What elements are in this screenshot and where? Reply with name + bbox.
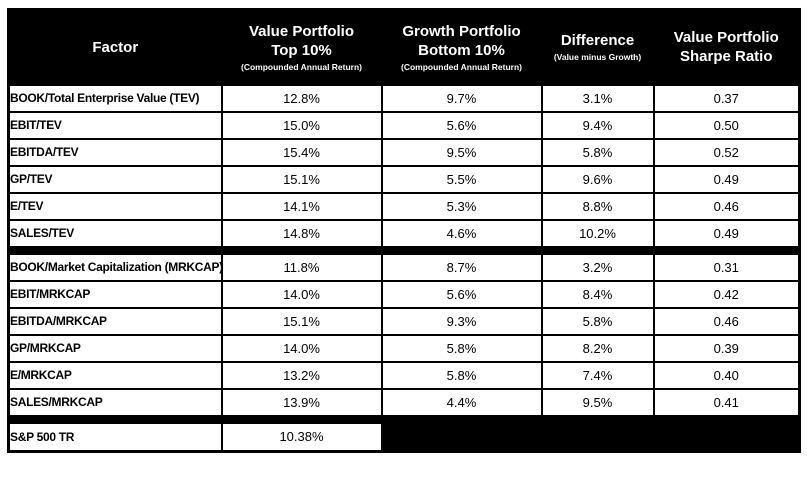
header-factor-label: Factor bbox=[92, 38, 139, 56]
sharpe-ratio-cell: 0.46 bbox=[652, 191, 801, 221]
difference-cell: 9.4% bbox=[540, 110, 655, 140]
value-top10-cell: 15.1% bbox=[220, 164, 383, 194]
header-line: Growth Portfolio bbox=[402, 22, 521, 40]
difference-cell: 9.5% bbox=[540, 387, 655, 417]
factor-cell: GP/TEV bbox=[7, 164, 223, 194]
difference-cell: 3.2% bbox=[540, 252, 655, 282]
growth-bottom10-cell: 5.8% bbox=[380, 333, 543, 363]
growth-bottom10-cell: 9.7% bbox=[380, 83, 543, 113]
growth-bottom10-cell: 5.6% bbox=[380, 110, 543, 140]
table-row: EBITDA/TEV 15.4% 9.5% 5.8% 0.52 bbox=[7, 137, 801, 167]
header-growth-portfolio: Growth Portfolio Bottom 10% (Compounded … bbox=[380, 8, 543, 86]
table-row: E/MRKCAP 13.2% 5.8% 7.4% 0.40 bbox=[7, 360, 801, 390]
table-row: BOOK/Total Enterprise Value (TEV) 12.8% … bbox=[7, 83, 801, 113]
benchmark-row: S&P 500 TR 10.38% bbox=[7, 421, 801, 453]
sharpe-ratio-cell: 0.49 bbox=[652, 164, 801, 194]
value-top10-cell: 15.4% bbox=[220, 137, 383, 167]
sharpe-ratio-cell: 0.31 bbox=[652, 252, 801, 282]
sharpe-ratio-cell: 0.50 bbox=[652, 110, 801, 140]
sharpe-ratio-cell: 0.52 bbox=[652, 137, 801, 167]
growth-bottom10-cell: 9.3% bbox=[380, 306, 543, 336]
table-row: GP/MRKCAP 14.0% 5.8% 8.2% 0.39 bbox=[7, 333, 801, 363]
factor-cell: GP/MRKCAP bbox=[7, 333, 223, 363]
benchmark-blank-cell bbox=[380, 421, 801, 453]
value-top10-cell: 13.9% bbox=[220, 387, 383, 417]
header-row: Factor Value Portfolio Top 10% (Compound… bbox=[7, 8, 801, 86]
header-line: Value Portfolio bbox=[673, 29, 779, 47]
header-subtext: (Value minus Growth) bbox=[553, 52, 642, 63]
header-factor: Factor bbox=[7, 8, 223, 86]
growth-bottom10-cell: 4.6% bbox=[380, 218, 543, 248]
header-line: Top 10% bbox=[271, 41, 332, 59]
difference-cell: 8.4% bbox=[540, 279, 655, 309]
factor-cell: BOOK/Total Enterprise Value (TEV) bbox=[7, 83, 223, 113]
factor-cell: E/TEV bbox=[7, 191, 223, 221]
table-row: GP/TEV 15.1% 5.5% 9.6% 0.49 bbox=[7, 164, 801, 194]
group-separator-row bbox=[7, 245, 801, 255]
growth-bottom10-cell: 5.6% bbox=[380, 279, 543, 309]
growth-bottom10-cell: 8.7% bbox=[380, 252, 543, 282]
sharpe-ratio-cell: 0.42 bbox=[652, 279, 801, 309]
factor-cell: E/MRKCAP bbox=[7, 360, 223, 390]
benchmark-value-cell: 10.38% bbox=[220, 421, 383, 453]
factor-cell: BOOK/Market Capitalization (MRKCAP) bbox=[7, 252, 223, 282]
factor-performance-table: Factor Value Portfolio Top 10% (Compound… bbox=[7, 8, 801, 453]
header-line: Difference bbox=[560, 32, 635, 50]
table-row: EBIT/MRKCAP 14.0% 5.6% 8.4% 0.42 bbox=[7, 279, 801, 309]
growth-bottom10-cell: 9.5% bbox=[380, 137, 543, 167]
benchmark-factor-cell: S&P 500 TR bbox=[7, 421, 223, 453]
header-line: Value Portfolio bbox=[248, 22, 354, 40]
header-value-portfolio: Value Portfolio Top 10% (Compounded Annu… bbox=[220, 8, 383, 86]
separator-bar bbox=[7, 245, 801, 255]
group-separator-row bbox=[7, 414, 801, 424]
difference-cell: 5.8% bbox=[540, 306, 655, 336]
header-subtext: (Compounded Annual Return) bbox=[400, 61, 523, 72]
sharpe-ratio-cell: 0.41 bbox=[652, 387, 801, 417]
value-top10-cell: 13.2% bbox=[220, 360, 383, 390]
value-top10-cell: 14.0% bbox=[220, 279, 383, 309]
table-row: EBITDA/MRKCAP 15.1% 9.3% 5.8% 0.46 bbox=[7, 306, 801, 336]
difference-cell: 9.6% bbox=[540, 164, 655, 194]
factor-cell: EBITDA/MRKCAP bbox=[7, 306, 223, 336]
value-top10-cell: 15.1% bbox=[220, 306, 383, 336]
value-top10-cell: 12.8% bbox=[220, 83, 383, 113]
factor-cell: SALES/TEV bbox=[7, 218, 223, 248]
value-top10-cell: 15.0% bbox=[220, 110, 383, 140]
difference-cell: 8.8% bbox=[540, 191, 655, 221]
table-row: SALES/TEV 14.8% 4.6% 10.2% 0.49 bbox=[7, 218, 801, 248]
table-row: SALES/MRKCAP 13.9% 4.4% 9.5% 0.41 bbox=[7, 387, 801, 417]
header-line: Bottom 10% bbox=[418, 41, 505, 59]
value-top10-cell: 11.8% bbox=[220, 252, 383, 282]
value-top10-cell: 14.1% bbox=[220, 191, 383, 221]
value-top10-cell: 14.0% bbox=[220, 333, 383, 363]
factor-cell: EBIT/MRKCAP bbox=[7, 279, 223, 309]
factor-cell: EBIT/TEV bbox=[7, 110, 223, 140]
sharpe-ratio-cell: 0.49 bbox=[652, 218, 801, 248]
growth-bottom10-cell: 5.5% bbox=[380, 164, 543, 194]
header-subtext: (Compounded Annual Return) bbox=[240, 61, 363, 72]
difference-cell: 8.2% bbox=[540, 333, 655, 363]
sharpe-ratio-cell: 0.37 bbox=[652, 83, 801, 113]
difference-cell: 7.4% bbox=[540, 360, 655, 390]
difference-cell: 10.2% bbox=[540, 218, 655, 248]
sharpe-ratio-cell: 0.46 bbox=[652, 306, 801, 336]
separator-bar bbox=[7, 414, 801, 424]
factor-cell: EBITDA/TEV bbox=[7, 137, 223, 167]
header-line: Sharpe Ratio bbox=[679, 48, 773, 66]
header-difference: Difference (Value minus Growth) bbox=[540, 8, 655, 86]
growth-bottom10-cell: 4.4% bbox=[380, 387, 543, 417]
header-sharpe-ratio: Value Portfolio Sharpe Ratio bbox=[652, 8, 801, 86]
growth-bottom10-cell: 5.8% bbox=[380, 360, 543, 390]
table-row: E/TEV 14.1% 5.3% 8.8% 0.46 bbox=[7, 191, 801, 221]
sharpe-ratio-cell: 0.39 bbox=[652, 333, 801, 363]
factor-cell: SALES/MRKCAP bbox=[7, 387, 223, 417]
growth-bottom10-cell: 5.3% bbox=[380, 191, 543, 221]
table-row: EBIT/TEV 15.0% 5.6% 9.4% 0.50 bbox=[7, 110, 801, 140]
table-row: BOOK/Market Capitalization (MRKCAP) 11.8… bbox=[7, 252, 801, 282]
difference-cell: 3.1% bbox=[540, 83, 655, 113]
difference-cell: 5.8% bbox=[540, 137, 655, 167]
value-top10-cell: 14.8% bbox=[220, 218, 383, 248]
sharpe-ratio-cell: 0.40 bbox=[652, 360, 801, 390]
